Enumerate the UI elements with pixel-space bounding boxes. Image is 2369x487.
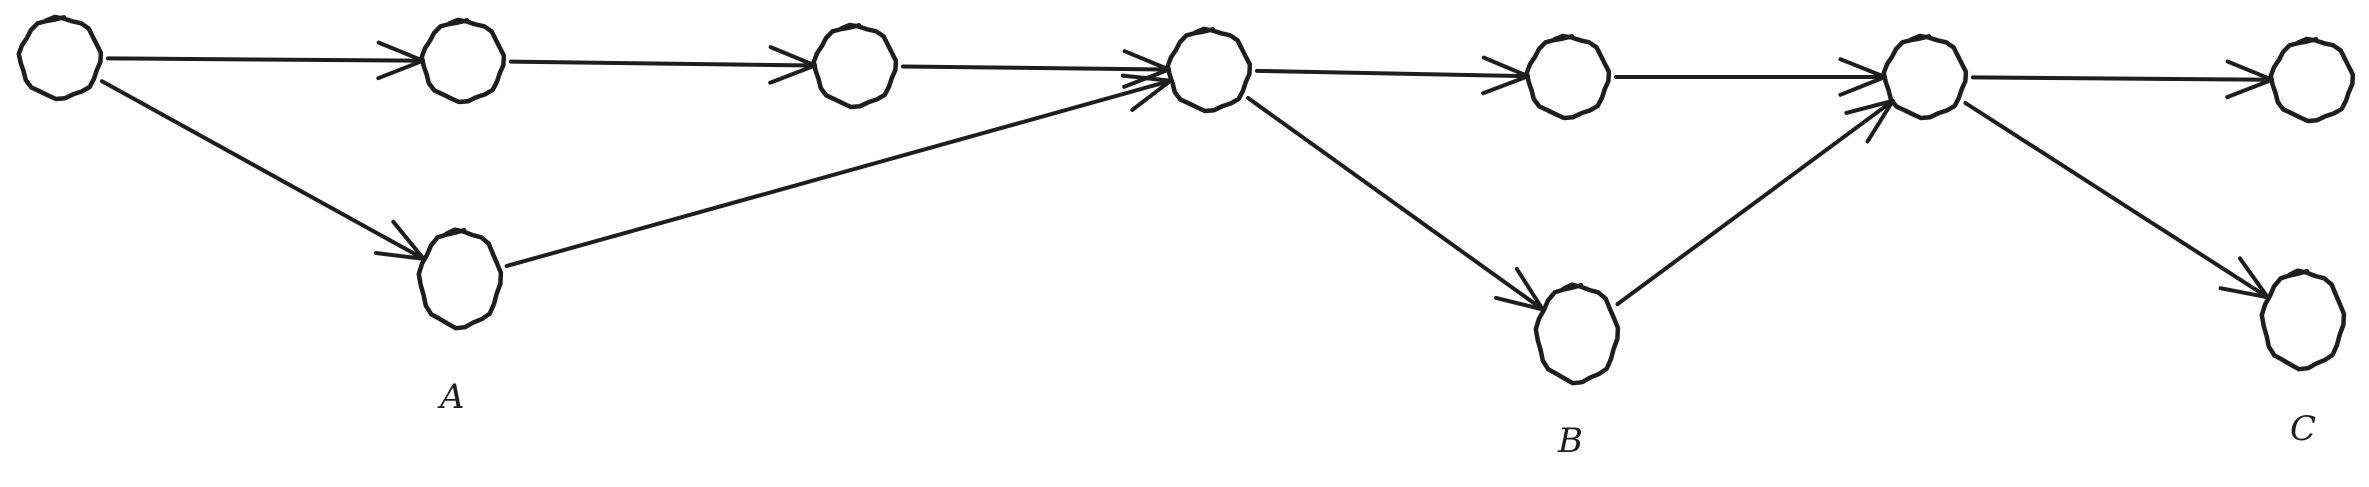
node-n7 (2268, 36, 2356, 124)
edge-n6-to-c (1963, 101, 2270, 300)
edge-n1-to-n2 (106, 56, 425, 63)
edge-a-to-n4 (504, 78, 1173, 268)
label-b: B (1557, 421, 1583, 461)
node-n6 (1881, 33, 1969, 121)
label-c: C (2290, 409, 2316, 449)
edges-layer (100, 40, 2274, 312)
node-c (2259, 268, 2347, 372)
edge-n4-to-n5 (1255, 68, 1530, 79)
node-n1 (16, 14, 104, 102)
nodes-layer (16, 14, 2356, 386)
edge-n2-to-n3 (509, 59, 817, 68)
edge-n4-to-b (1246, 96, 1545, 312)
node-b (1533, 282, 1621, 386)
node-a (416, 227, 504, 331)
node-n2 (419, 17, 507, 105)
node-n5 (1524, 33, 1612, 121)
node-n3 (811, 22, 899, 110)
edge-n6-to-n7 (1971, 75, 2274, 82)
edge-n3-to-n4 (901, 64, 1171, 72)
edge-n1-to-a (100, 79, 426, 261)
label-a: A (437, 377, 465, 417)
edge-b-to-n6 (1615, 98, 1895, 307)
node-n4 (1165, 26, 1253, 114)
